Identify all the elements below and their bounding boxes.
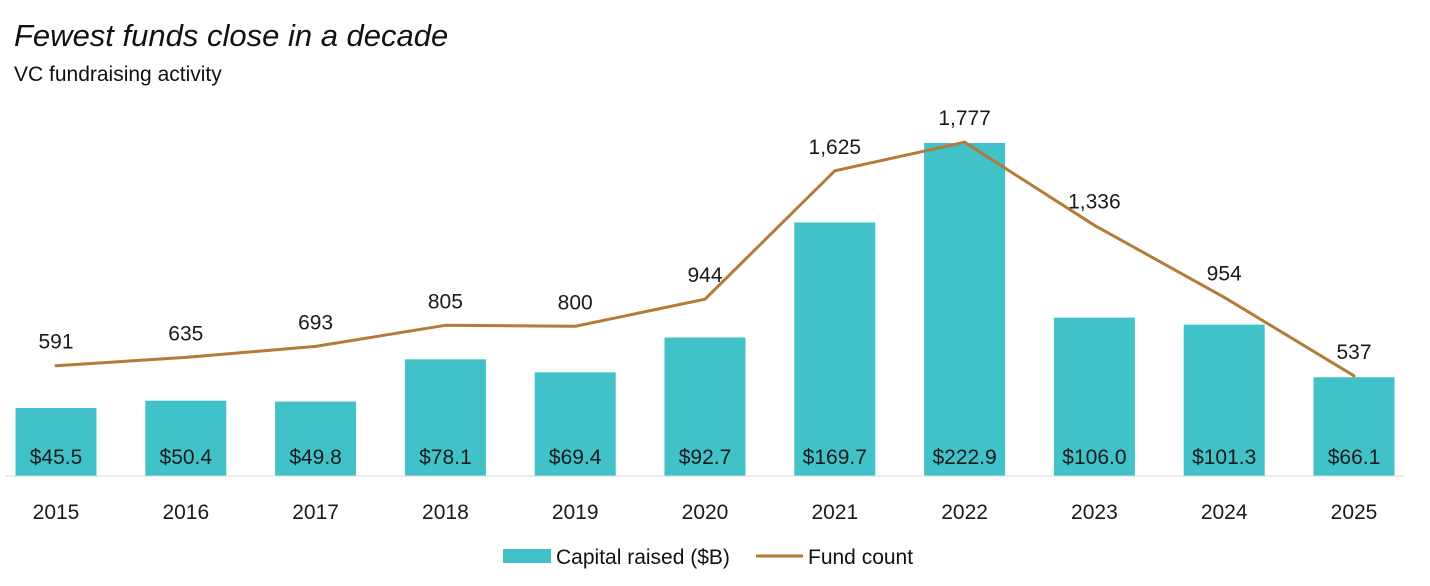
bar-2017	[275, 401, 357, 476]
fund-count-point-2020	[703, 297, 707, 301]
x-tick-2018: 2018	[422, 501, 469, 524]
legend-label-fund-count: Fund count	[808, 546, 913, 569]
fund-count-point-2025	[1352, 374, 1356, 378]
x-tick-2019: 2019	[552, 501, 599, 524]
bar-label-2023: $106.0	[1062, 446, 1126, 469]
legend-swatch-capital	[503, 549, 551, 563]
chart-subtitle: VC fundraising activity	[14, 63, 222, 86]
x-tick-2020: 2020	[682, 501, 729, 524]
x-tick-2023: 2023	[1071, 501, 1118, 524]
legend: Capital raised ($B) Fund count	[503, 546, 913, 569]
bar-2018	[404, 359, 486, 476]
bar-2025	[1313, 377, 1395, 476]
bar-2015	[15, 408, 97, 476]
bar-label-2016: $50.4	[160, 446, 213, 469]
fund-count-label-2015: 591	[38, 331, 73, 354]
fund-count-point-2016	[184, 355, 188, 359]
fund-count-label-2019: 800	[558, 291, 593, 314]
fund-count-label-2025: 537	[1336, 341, 1371, 364]
fund-count-label-2024: 954	[1207, 262, 1242, 285]
bar-2022	[924, 143, 1006, 476]
legend-label-capital: Capital raised ($B)	[556, 546, 730, 569]
x-tick-2024: 2024	[1201, 501, 1248, 524]
fund-count-label-2022: 1,777	[938, 107, 991, 130]
fund-count-point-2024	[1222, 295, 1226, 299]
fund-count-label-2018: 805	[428, 290, 463, 313]
bar-labels-layer: $45.5 $50.4 $49.8 $78.1 $69.4 $92.7 $169.7 $222…	[30, 446, 1381, 469]
x-tick-2025: 2025	[1331, 501, 1378, 524]
bar-label-2018: $78.1	[419, 446, 472, 469]
fund-count-point-2018	[443, 323, 447, 327]
fund-count-label-2016: 635	[168, 322, 203, 345]
x-tick-2015: 2015	[33, 501, 80, 524]
bar-label-2021: $169.7	[803, 446, 867, 469]
bar-label-2015: $45.5	[30, 446, 83, 469]
bar-2020	[664, 337, 746, 476]
bar-label-2019: $69.4	[549, 446, 602, 469]
fund-count-point-2023	[1092, 223, 1096, 227]
x-tick-labels: 2015 2016 2017 2018 2019 2020 2021 2022 2023 2024…	[33, 501, 1378, 524]
bars-layer	[15, 143, 1395, 476]
x-tick-2021: 2021	[811, 501, 858, 524]
bar-2019	[534, 372, 616, 476]
fund-count-label-2020: 944	[687, 264, 722, 287]
fund-count-point-2015	[54, 364, 58, 368]
bar-2024	[1183, 324, 1265, 476]
bar-2016	[145, 400, 227, 476]
bar-2021	[794, 222, 876, 476]
bar-label-2025: $66.1	[1328, 446, 1381, 469]
fund-count-label-2023: 1,336	[1068, 190, 1121, 213]
x-tick-2022: 2022	[941, 501, 988, 524]
fund-count-label-2021: 1,625	[809, 136, 862, 159]
bar-label-2024: $101.3	[1192, 446, 1256, 469]
line-labels-layer: 591 635 693 805 800 944 1,625 1,777 1,336 954 537	[38, 107, 1371, 364]
fund-count-label-2017: 693	[298, 311, 333, 334]
bar-label-2017: $49.8	[289, 446, 342, 469]
line-layer	[54, 140, 1356, 378]
x-tick-2017: 2017	[292, 501, 339, 524]
bar-label-2022: $222.9	[932, 446, 996, 469]
fund-count-point-2019	[573, 324, 577, 328]
chart-title: Fewest funds close in a decade	[14, 18, 449, 53]
fund-count-point-2022	[963, 140, 967, 144]
x-tick-2016: 2016	[162, 501, 209, 524]
bar-2023	[1053, 317, 1135, 476]
bar-label-2020: $92.7	[679, 446, 732, 469]
fund-count-point-2017	[314, 344, 318, 348]
fund-count-point-2021	[833, 169, 837, 173]
